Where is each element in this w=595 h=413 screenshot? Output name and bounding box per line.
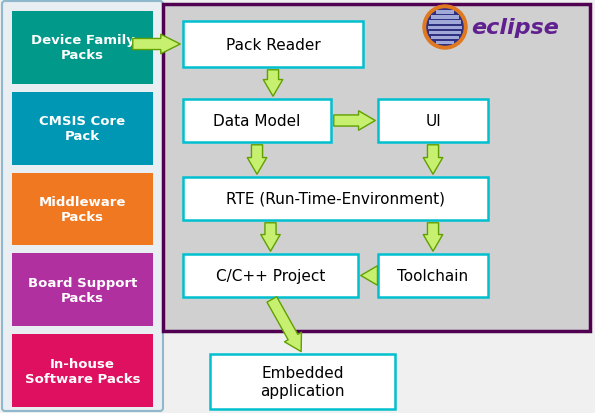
FancyBboxPatch shape — [210, 354, 395, 409]
Bar — [431, 16, 459, 20]
Text: C/C++ Project: C/C++ Project — [216, 268, 325, 283]
FancyBboxPatch shape — [163, 5, 590, 331]
Text: RTE (Run-Time-Environment): RTE (Run-Time-Environment) — [226, 192, 445, 206]
Bar — [428, 26, 462, 30]
FancyBboxPatch shape — [12, 335, 153, 407]
FancyArrowPatch shape — [261, 223, 280, 252]
FancyBboxPatch shape — [12, 12, 153, 85]
FancyArrowPatch shape — [267, 297, 302, 352]
FancyArrowPatch shape — [133, 35, 180, 55]
Bar — [428, 31, 462, 35]
Text: Embedded
application: Embedded application — [260, 366, 345, 398]
FancyBboxPatch shape — [12, 93, 153, 165]
Text: CMSIS Core
Pack: CMSIS Core Pack — [39, 115, 126, 143]
Text: eclipse: eclipse — [471, 18, 559, 38]
FancyArrowPatch shape — [423, 223, 443, 252]
Text: Device Family
Packs: Device Family Packs — [30, 34, 134, 62]
Text: Toolchain: Toolchain — [397, 268, 469, 283]
Text: Board Support
Packs: Board Support Packs — [28, 276, 137, 304]
FancyBboxPatch shape — [183, 254, 358, 297]
FancyBboxPatch shape — [183, 178, 488, 221]
Text: Pack Reader: Pack Reader — [226, 38, 320, 52]
Bar — [436, 42, 454, 45]
Text: In-house
Software Packs: In-house Software Packs — [25, 357, 140, 385]
FancyBboxPatch shape — [2, 2, 163, 411]
Circle shape — [423, 6, 467, 50]
Circle shape — [427, 10, 463, 46]
Text: Data Model: Data Model — [214, 114, 300, 129]
Bar — [436, 11, 454, 14]
FancyBboxPatch shape — [12, 173, 153, 246]
FancyArrowPatch shape — [334, 112, 375, 131]
FancyBboxPatch shape — [183, 100, 331, 142]
FancyArrowPatch shape — [248, 145, 267, 175]
Text: Middleware
Packs: Middleware Packs — [39, 195, 126, 223]
Bar — [428, 21, 462, 25]
Bar — [431, 37, 459, 40]
FancyArrowPatch shape — [263, 71, 283, 97]
FancyArrowPatch shape — [423, 145, 443, 175]
FancyArrowPatch shape — [361, 266, 377, 285]
FancyBboxPatch shape — [183, 22, 363, 68]
FancyBboxPatch shape — [378, 100, 488, 142]
FancyBboxPatch shape — [12, 254, 153, 326]
FancyBboxPatch shape — [378, 254, 488, 297]
Text: UI: UI — [425, 114, 441, 129]
